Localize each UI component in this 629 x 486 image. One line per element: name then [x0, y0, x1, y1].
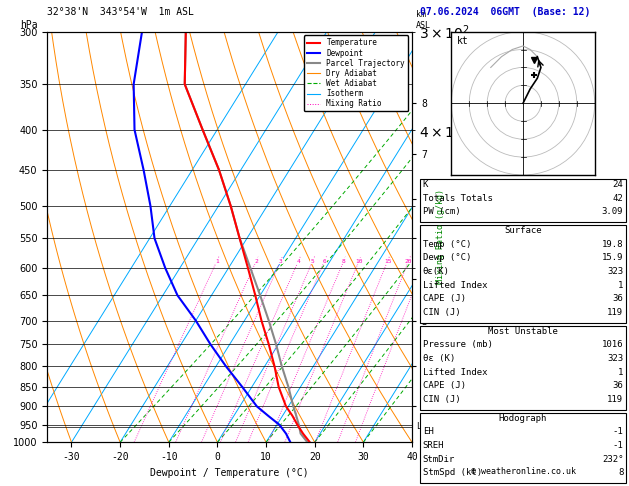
Text: 4: 4 — [296, 259, 300, 263]
Text: CAPE (J): CAPE (J) — [423, 294, 465, 303]
Text: Pressure (mb): Pressure (mb) — [423, 340, 493, 349]
Text: 42: 42 — [613, 193, 623, 203]
Text: 3: 3 — [279, 259, 282, 263]
Text: θε(K): θε(K) — [423, 267, 450, 276]
Text: 36: 36 — [613, 381, 623, 390]
Text: 1: 1 — [618, 280, 623, 290]
Text: -1: -1 — [613, 441, 623, 450]
Text: 8: 8 — [342, 259, 345, 263]
Text: Lifted Index: Lifted Index — [423, 280, 487, 290]
Text: StmDir: StmDir — [423, 454, 455, 464]
Text: 3.09: 3.09 — [602, 207, 623, 216]
Text: SREH: SREH — [423, 441, 444, 450]
Text: 32°38'N  343°54'W  1m ASL: 32°38'N 343°54'W 1m ASL — [47, 7, 194, 17]
Text: 15: 15 — [384, 259, 391, 263]
Text: -1: -1 — [613, 428, 623, 436]
Text: CAPE (J): CAPE (J) — [423, 381, 465, 390]
Text: LCL: LCL — [416, 422, 431, 431]
Text: Temp (°C): Temp (°C) — [423, 240, 471, 249]
Text: 119: 119 — [607, 308, 623, 317]
Text: 232°: 232° — [602, 454, 623, 464]
Text: Most Unstable: Most Unstable — [488, 327, 558, 336]
Text: K: K — [423, 180, 428, 189]
Text: EH: EH — [423, 428, 433, 436]
Text: 323: 323 — [607, 267, 623, 276]
Text: θε (K): θε (K) — [423, 354, 455, 363]
Text: CIN (J): CIN (J) — [423, 395, 460, 404]
Legend: Temperature, Dewpoint, Parcel Trajectory, Dry Adiabat, Wet Adiabat, Isotherm, Mi: Temperature, Dewpoint, Parcel Trajectory… — [304, 35, 408, 111]
Text: Hodograph: Hodograph — [499, 414, 547, 423]
Text: 8: 8 — [618, 468, 623, 477]
Text: 2: 2 — [254, 259, 258, 263]
Text: kt: kt — [457, 36, 469, 46]
Text: Surface: Surface — [504, 226, 542, 235]
Text: km
ASL: km ASL — [416, 10, 431, 30]
Text: Dewp (°C): Dewp (°C) — [423, 253, 471, 262]
Text: 24: 24 — [613, 180, 623, 189]
Text: CIN (J): CIN (J) — [423, 308, 460, 317]
Text: 36: 36 — [613, 294, 623, 303]
Text: 1: 1 — [618, 367, 623, 377]
Text: Mixing Ratio (g/kg): Mixing Ratio (g/kg) — [436, 190, 445, 284]
Text: hPa: hPa — [20, 19, 38, 30]
Text: Totals Totals: Totals Totals — [423, 193, 493, 203]
Text: 119: 119 — [607, 395, 623, 404]
Text: PW (cm): PW (cm) — [423, 207, 460, 216]
Text: 6: 6 — [323, 259, 326, 263]
Text: 07.06.2024  06GMT  (Base: 12): 07.06.2024 06GMT (Base: 12) — [420, 7, 591, 17]
Text: © weatheronline.co.uk: © weatheronline.co.uk — [470, 467, 576, 476]
Text: StmSpd (kt): StmSpd (kt) — [423, 468, 482, 477]
Text: 10: 10 — [355, 259, 363, 263]
Text: Lifted Index: Lifted Index — [423, 367, 487, 377]
Text: 15.9: 15.9 — [602, 253, 623, 262]
Text: 5: 5 — [311, 259, 314, 263]
Text: 20: 20 — [404, 259, 412, 263]
Text: 1016: 1016 — [602, 340, 623, 349]
X-axis label: Dewpoint / Temperature (°C): Dewpoint / Temperature (°C) — [150, 468, 309, 478]
Text: 1: 1 — [215, 259, 219, 263]
Text: 323: 323 — [607, 354, 623, 363]
Text: 19.8: 19.8 — [602, 240, 623, 249]
